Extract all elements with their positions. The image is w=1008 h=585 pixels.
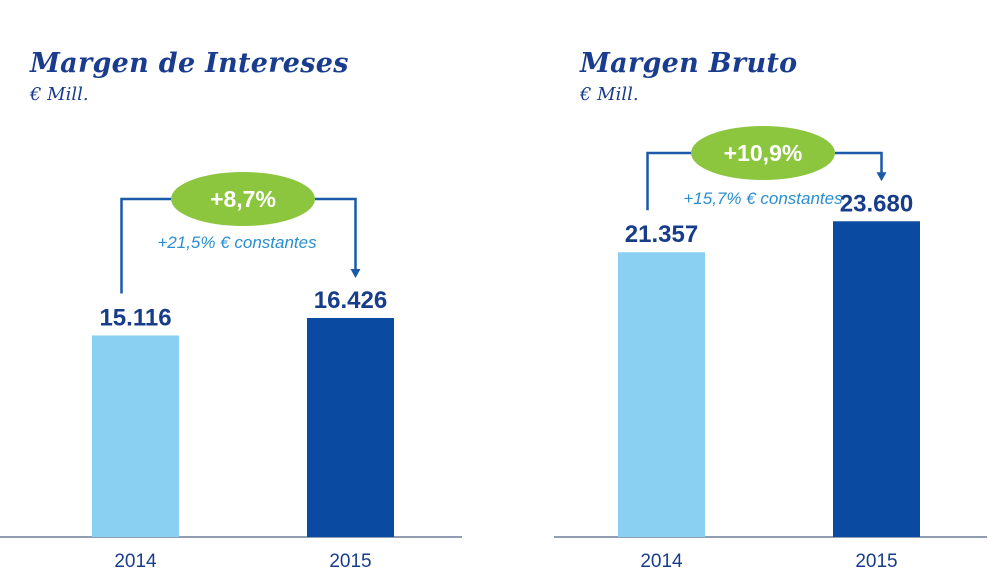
growth-pill (171, 172, 315, 226)
x-tick-label-2015: 2015 (329, 551, 371, 572)
growth-connector-left (646, 151, 691, 211)
bar-chart-margen-intereses: 15.116 2014 16.426 2015 +8,7% +21,5% € consta… (0, 172, 462, 572)
chart-subtitle: € Mill. (30, 84, 89, 105)
growth-connector-right (835, 151, 883, 174)
growth-arrow-head (350, 268, 361, 278)
growth-percent-label: +10,9% (724, 140, 803, 166)
chart-title: Margen de Intereses (30, 48, 349, 79)
bar-2015 (307, 317, 394, 537)
growth-pill (691, 126, 835, 180)
data-label-2014: 21.357 (625, 221, 698, 248)
bar-2014 (618, 252, 705, 538)
x-tick-label-2015: 2015 (855, 551, 897, 572)
data-label-2014: 15.116 (99, 304, 171, 331)
data-label-2015: 16.426 (314, 287, 387, 314)
growth-connector-left (120, 197, 171, 294)
chart-panel-margen-bruto: Margen Bruto € Mill. 21.357 2014 23.680 201… (530, 0, 1008, 585)
bar-2015 (833, 221, 920, 537)
x-tick-label-2014: 2014 (114, 551, 157, 572)
growth-connector-right (315, 197, 357, 270)
chart-subtitle: € Mill. (580, 84, 639, 105)
constant-currency-note: +15,7% € constantes (683, 189, 843, 208)
bar-2014 (92, 335, 179, 537)
x-tick-label-2014: 2014 (640, 551, 683, 572)
data-label-2015: 23.680 (840, 190, 913, 217)
chart-panel-margen-intereses: Margen de Intereses € Mill. 15.116 2014 16… (0, 0, 480, 585)
bar-chart-margen-bruto: 21.357 2014 23.680 2015 +10,9% +15,7% € const… (554, 126, 987, 572)
constant-currency-note: +21,5% € constantes (157, 233, 317, 252)
growth-percent-label: +8,7% (210, 186, 276, 212)
chart-title: Margen Bruto (580, 48, 798, 79)
growth-arrow-head (876, 172, 887, 182)
